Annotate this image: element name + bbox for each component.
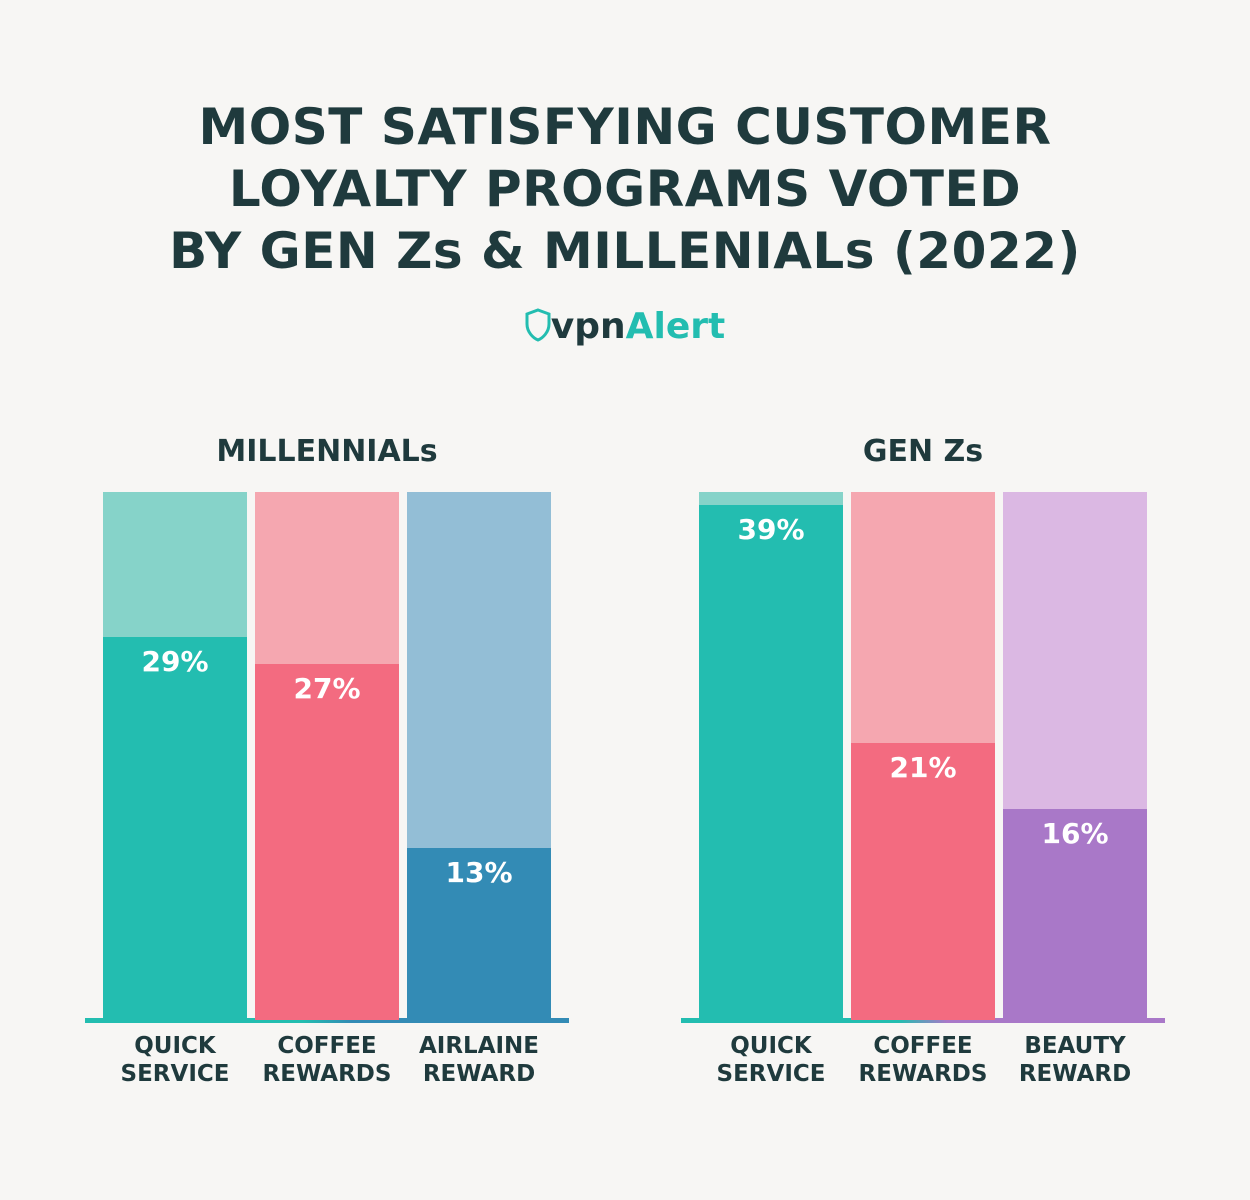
x-tick-label: QUICK SERVICE [120, 1033, 230, 1087]
x-tick-label: QUICK SERVICE [716, 1033, 826, 1087]
value-label: 27% [293, 671, 361, 705]
logo-text: Alert [625, 306, 726, 347]
title-line: LOYALTY PROGRAMS VOTED [228, 160, 1022, 218]
logo-text: vpn [550, 306, 626, 347]
bar [103, 637, 247, 1020]
value-label: 13% [445, 856, 513, 890]
bar [255, 663, 399, 1020]
value-label: 16% [1041, 816, 1109, 850]
bar [851, 742, 995, 1020]
bar [699, 505, 843, 1020]
x-tick-label: COFFEE REWARDS [858, 1033, 988, 1087]
value-label: 39% [737, 513, 805, 547]
logo-shield [525, 308, 551, 342]
chart-title: MILLENNIALs [216, 434, 438, 469]
value-label: 29% [141, 645, 209, 679]
chart-title: GEN Zs [862, 434, 984, 469]
title-line: BY GEN Zs & MILLENIALs (2022) [169, 222, 1081, 280]
x-tick-label: AIRLAINE REWARD [418, 1033, 540, 1087]
bar [1003, 808, 1147, 1020]
axis-line [85, 1018, 569, 1023]
title-line: MOST SATISFYING CUSTOMER [198, 98, 1052, 156]
axis-line [681, 1018, 1165, 1023]
x-tick-label: BEAUTY REWARD [1018, 1033, 1132, 1087]
value-label: 21% [889, 750, 957, 784]
x-tick-label: COFFEE REWARDS [262, 1033, 392, 1087]
bar [407, 848, 551, 1020]
logo: vpnAlert [0, 306, 1250, 347]
